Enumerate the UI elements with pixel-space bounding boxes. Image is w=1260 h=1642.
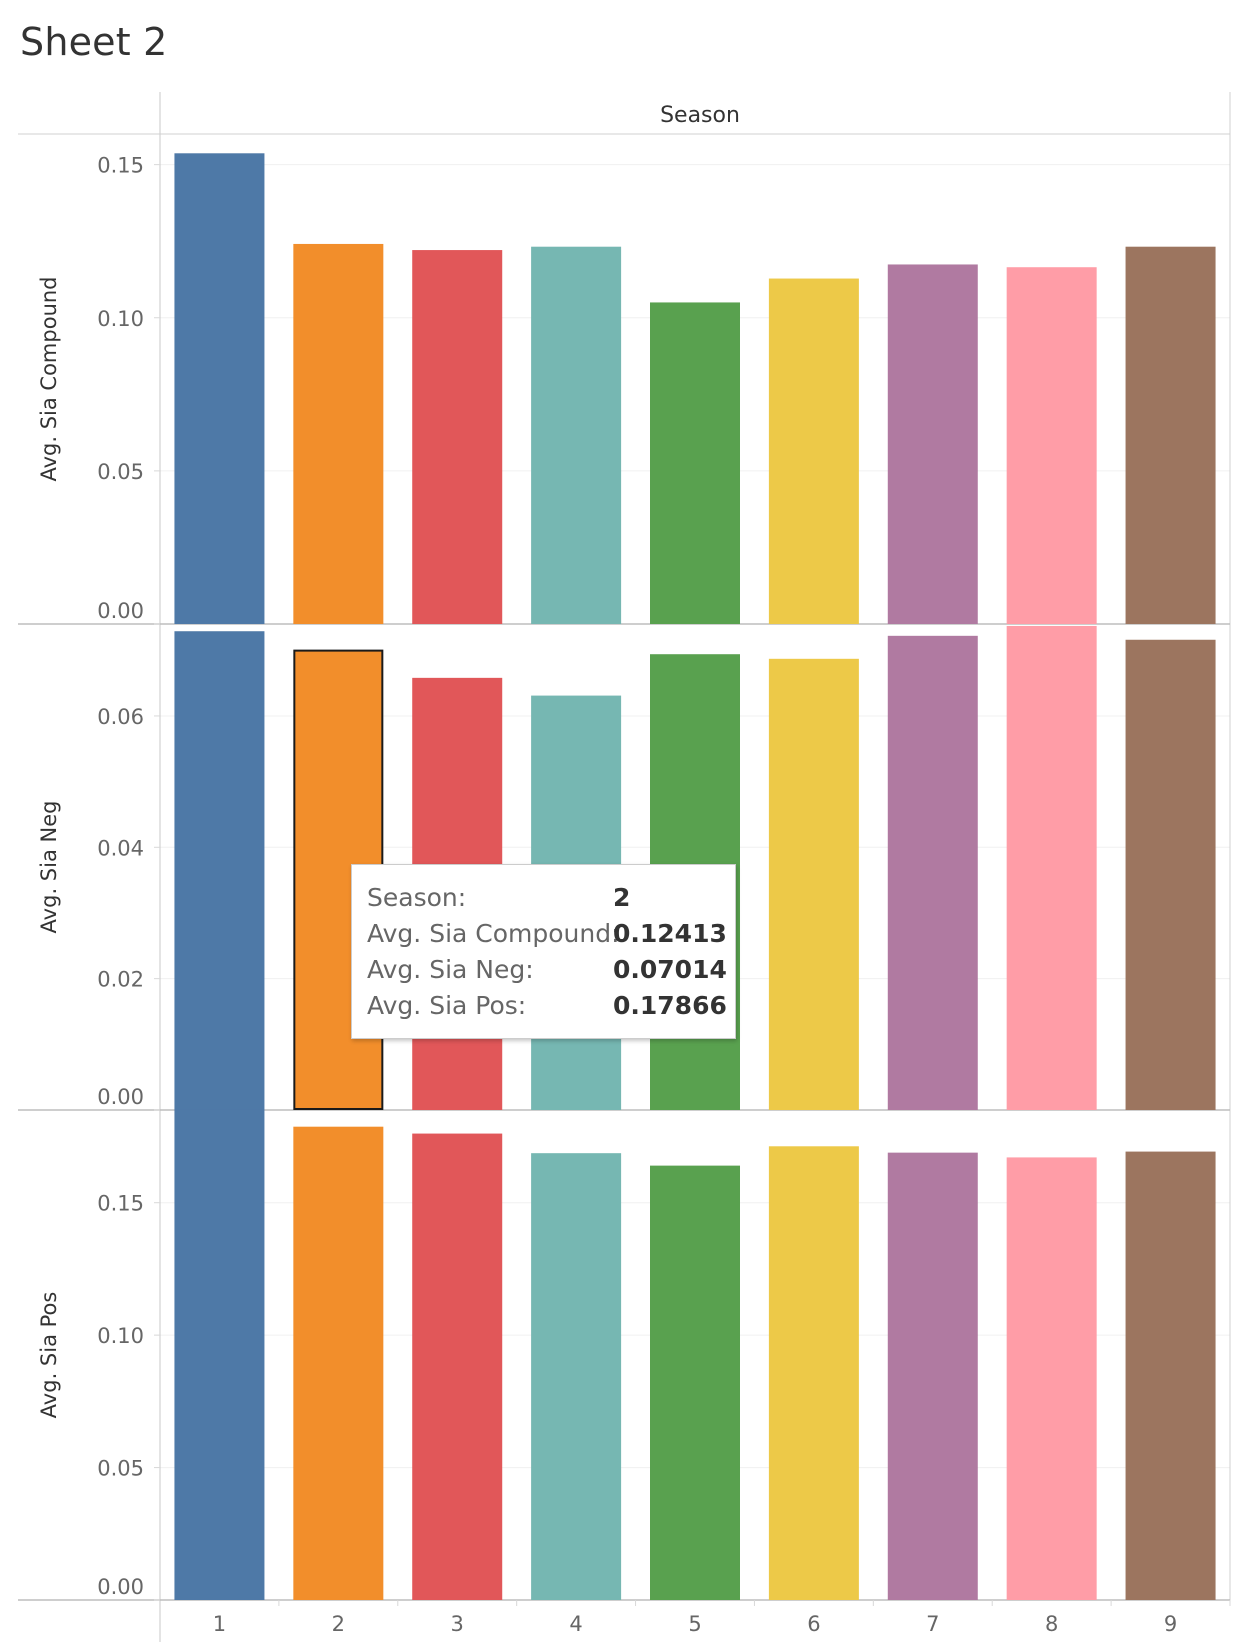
bar-season-9[interactable] xyxy=(1125,639,1216,1110)
y-tick-label: 0.10 xyxy=(97,307,144,331)
bar-season-4[interactable] xyxy=(531,246,622,624)
tooltip-row-season: Season: 2 xyxy=(367,881,630,915)
y-axis-title: Avg. Sia Pos xyxy=(37,1292,61,1419)
bar-season-2[interactable] xyxy=(293,243,384,624)
y-tick-label: 0.06 xyxy=(97,705,144,729)
tooltip-value: 0.17866 xyxy=(613,991,727,1020)
bar-season-1[interactable] xyxy=(174,1109,265,1600)
y-tick-label: 0.02 xyxy=(97,968,144,992)
y-axes: 0.00 0.05 0.10 0.15 Avg. Sia Compound 0.00 0.0… xyxy=(37,154,160,1601)
bars[interactable] xyxy=(174,153,1216,1600)
bar-season-7[interactable] xyxy=(887,264,978,624)
x-tick-label: 8 xyxy=(1045,1612,1058,1636)
tooltip-value: 0.07014 xyxy=(613,955,727,984)
y-tick-label: 0.00 xyxy=(97,1085,144,1109)
bar-season-9[interactable] xyxy=(1125,246,1216,624)
y-axis-title: Avg. Sia Compound xyxy=(37,276,61,481)
y-tick-label: 0.00 xyxy=(97,1575,144,1599)
y-tick-label: 0.05 xyxy=(97,1457,144,1481)
y-tick-label: 0.05 xyxy=(97,460,144,484)
bar-season-5[interactable] xyxy=(650,1165,740,1600)
column-header-season: Season xyxy=(660,103,740,128)
x-tick-label: 5 xyxy=(688,1612,701,1636)
bar-season-6[interactable] xyxy=(768,658,859,1110)
x-tick-label: 3 xyxy=(451,1612,464,1636)
tooltip-label: Avg. Sia Compound: xyxy=(367,919,620,948)
tooltip: Season: 2 Avg. Sia Compound:0.12413 Avg. … xyxy=(351,864,736,1039)
tooltip-label: Season: xyxy=(367,883,467,912)
bar-season-8[interactable] xyxy=(1006,625,1097,1110)
x-axis: 1 2 3 4 5 6 7 8 9 xyxy=(213,1600,1231,1636)
tooltip-value: 0.12413 xyxy=(613,919,727,948)
x-tick-label: 7 xyxy=(926,1612,939,1636)
bar-season-6[interactable] xyxy=(768,278,859,624)
bar-season-3[interactable] xyxy=(412,250,503,624)
bar-season-9[interactable] xyxy=(1125,1151,1216,1600)
y-tick-label: 0.04 xyxy=(97,836,144,860)
bar-season-7[interactable] xyxy=(887,1152,978,1600)
y-tick-label: 0.15 xyxy=(97,1192,144,1216)
tooltip-row-compound: Avg. Sia Compound:0.12413 xyxy=(367,917,727,951)
x-tick-label: 2 xyxy=(332,1612,345,1636)
tooltip-row-pos: Avg. Sia Pos: 0.17866 xyxy=(367,989,727,1023)
x-tick-label: 9 xyxy=(1164,1612,1177,1636)
bar-season-8[interactable] xyxy=(1006,1157,1097,1600)
tooltip-label: Avg. Sia Pos: xyxy=(367,991,527,1020)
bar-season-2[interactable] xyxy=(293,1126,384,1600)
page-title: Sheet 2 xyxy=(20,20,168,64)
tooltip-row-neg: Avg. Sia Neg: 0.07014 xyxy=(367,953,727,987)
bar-season-1[interactable] xyxy=(174,631,265,1110)
bar-season-8[interactable] xyxy=(1006,267,1097,624)
bar-season-6[interactable] xyxy=(768,1146,859,1600)
y-axis-title: Avg. Sia Neg xyxy=(37,801,61,934)
bar-season-3[interactable] xyxy=(412,1133,503,1600)
x-tick-label: 6 xyxy=(807,1612,820,1636)
bar-season-4[interactable] xyxy=(531,1153,622,1600)
x-tick-label: 1 xyxy=(213,1612,226,1636)
tooltip-value: 2 xyxy=(613,883,631,912)
bar-season-7[interactable] xyxy=(887,635,978,1110)
y-tick-label: 0.10 xyxy=(97,1324,144,1348)
tooltip-label: Avg. Sia Neg: xyxy=(367,955,534,984)
x-tick-label: 4 xyxy=(569,1612,582,1636)
y-tick-label: 0.00 xyxy=(97,599,144,623)
bar-season-5[interactable] xyxy=(650,302,740,624)
y-tick-label: 0.15 xyxy=(97,154,144,178)
bar-season-1[interactable] xyxy=(174,153,265,624)
